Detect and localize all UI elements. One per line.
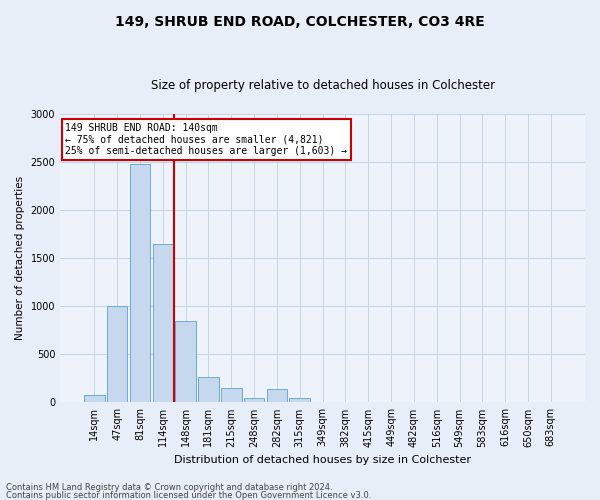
Bar xyxy=(221,388,242,402)
Bar xyxy=(107,306,127,402)
Bar xyxy=(289,398,310,402)
Text: Contains public sector information licensed under the Open Government Licence v3: Contains public sector information licen… xyxy=(6,490,371,500)
Bar xyxy=(244,398,265,402)
Bar xyxy=(175,320,196,402)
Title: Size of property relative to detached houses in Colchester: Size of property relative to detached ho… xyxy=(151,79,494,92)
Bar xyxy=(84,395,104,402)
Text: Contains HM Land Registry data © Crown copyright and database right 2024.: Contains HM Land Registry data © Crown c… xyxy=(6,483,332,492)
Bar xyxy=(130,164,150,402)
Bar xyxy=(152,244,173,402)
Bar xyxy=(266,389,287,402)
Y-axis label: Number of detached properties: Number of detached properties xyxy=(15,176,25,340)
Text: 149, SHRUB END ROAD, COLCHESTER, CO3 4RE: 149, SHRUB END ROAD, COLCHESTER, CO3 4RE xyxy=(115,15,485,29)
Text: 149 SHRUB END ROAD: 140sqm
← 75% of detached houses are smaller (4,821)
25% of s: 149 SHRUB END ROAD: 140sqm ← 75% of deta… xyxy=(65,122,347,156)
Bar xyxy=(198,377,219,402)
X-axis label: Distribution of detached houses by size in Colchester: Distribution of detached houses by size … xyxy=(174,455,471,465)
